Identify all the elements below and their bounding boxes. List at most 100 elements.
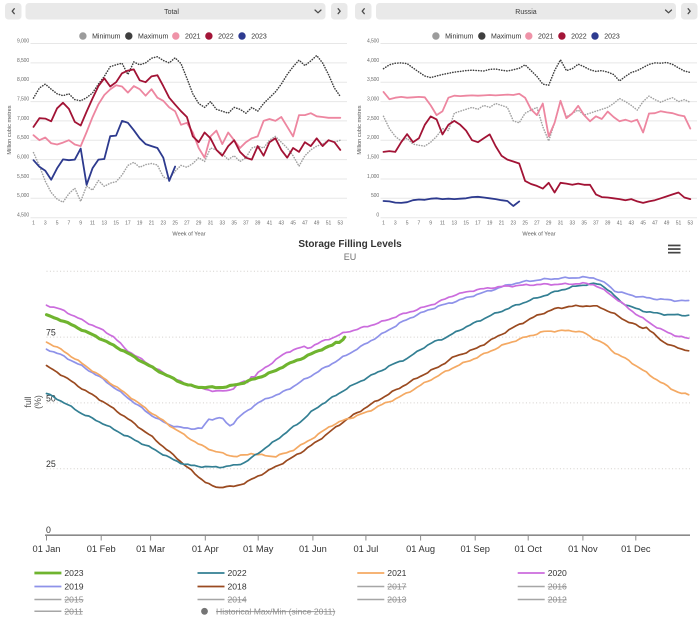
svg-text:1,500: 1,500 xyxy=(367,155,379,161)
svg-text:01 Aug: 01 Aug xyxy=(406,544,435,554)
svg-text:27: 27 xyxy=(534,221,540,227)
svg-text:17: 17 xyxy=(125,221,131,227)
svg-text:7,000: 7,000 xyxy=(17,116,29,122)
svg-text:43: 43 xyxy=(629,221,635,227)
svg-text:33: 33 xyxy=(570,221,576,227)
svg-text:Total: Total xyxy=(164,9,179,16)
svg-text:7: 7 xyxy=(68,221,71,227)
svg-text:2014: 2014 xyxy=(228,595,247,605)
svg-text:41: 41 xyxy=(267,221,273,227)
svg-text:01 Jun: 01 Jun xyxy=(299,544,327,554)
svg-text:29: 29 xyxy=(546,221,552,227)
svg-text:Minimum: Minimum xyxy=(445,34,474,41)
svg-text:8,500: 8,500 xyxy=(17,58,29,64)
svg-text:51: 51 xyxy=(676,221,682,227)
svg-text:29: 29 xyxy=(196,221,202,227)
svg-text:50: 50 xyxy=(46,393,56,403)
svg-text:2,000: 2,000 xyxy=(367,135,379,141)
svg-text:5,000: 5,000 xyxy=(17,193,29,199)
svg-text:3: 3 xyxy=(44,221,47,227)
svg-text:Russia: Russia xyxy=(515,9,537,16)
svg-text:9: 9 xyxy=(79,221,82,227)
svg-text:37: 37 xyxy=(593,221,599,227)
svg-text:2022: 2022 xyxy=(218,34,234,41)
svg-text:01 Nov: 01 Nov xyxy=(568,544,598,554)
svg-text:Maximum: Maximum xyxy=(138,34,169,41)
svg-text:49: 49 xyxy=(664,221,670,227)
svg-text:Million cubic metres: Million cubic metres xyxy=(357,105,363,154)
svg-text:2021: 2021 xyxy=(185,34,201,41)
svg-text:1,000: 1,000 xyxy=(367,174,379,180)
svg-text:Minimum: Minimum xyxy=(92,34,121,41)
svg-text:Week of Year: Week of Year xyxy=(522,232,555,238)
svg-text:25: 25 xyxy=(172,221,178,227)
svg-text:19: 19 xyxy=(487,221,493,227)
svg-text:0: 0 xyxy=(46,525,51,535)
svg-text:2017: 2017 xyxy=(387,582,406,592)
svg-text:3,500: 3,500 xyxy=(367,77,379,83)
svg-text:5: 5 xyxy=(406,221,409,227)
svg-text:7,500: 7,500 xyxy=(17,97,29,103)
svg-text:0: 0 xyxy=(376,213,379,219)
svg-text:15: 15 xyxy=(463,221,469,227)
svg-text:2021: 2021 xyxy=(538,34,554,41)
svg-text:41: 41 xyxy=(617,221,623,227)
svg-text:Million cubic metres: Million cubic metres xyxy=(7,105,13,154)
svg-text:2018: 2018 xyxy=(228,582,247,592)
svg-text:01 Feb: 01 Feb xyxy=(87,544,116,554)
svg-text:2011: 2011 xyxy=(64,606,83,616)
svg-text:Week of Year: Week of Year xyxy=(172,232,205,238)
svg-text:4,500: 4,500 xyxy=(17,213,29,219)
svg-text:01 Jan: 01 Jan xyxy=(33,544,61,554)
svg-text:Storage Filling Levels: Storage Filling Levels xyxy=(298,239,402,250)
svg-text:2,500: 2,500 xyxy=(367,116,379,122)
svg-text:47: 47 xyxy=(652,221,658,227)
svg-text:11: 11 xyxy=(90,221,95,227)
svg-text:01 May: 01 May xyxy=(243,544,274,554)
svg-text:43: 43 xyxy=(279,221,285,227)
svg-text:9: 9 xyxy=(429,221,432,227)
svg-text:13: 13 xyxy=(452,221,458,227)
svg-text:3: 3 xyxy=(394,221,397,227)
svg-text:31: 31 xyxy=(558,221,564,227)
svg-text:01 Dec: 01 Dec xyxy=(621,544,651,554)
svg-text:2023: 2023 xyxy=(251,34,267,41)
svg-text:39: 39 xyxy=(255,221,261,227)
svg-text:17: 17 xyxy=(475,221,481,227)
svg-text:6,000: 6,000 xyxy=(17,155,29,161)
svg-text:01 Jul: 01 Jul xyxy=(353,544,378,554)
svg-text:2023: 2023 xyxy=(64,568,83,578)
svg-text:3,000: 3,000 xyxy=(367,97,379,103)
svg-text:01 Oct: 01 Oct xyxy=(515,544,543,554)
svg-text:EU: EU xyxy=(344,252,357,262)
svg-text:15: 15 xyxy=(113,221,119,227)
svg-text:full: full xyxy=(23,396,33,407)
svg-text:25: 25 xyxy=(46,459,56,469)
svg-text:Maximum: Maximum xyxy=(491,34,522,41)
svg-text:1: 1 xyxy=(32,221,35,227)
svg-text:33: 33 xyxy=(220,221,226,227)
svg-text:25: 25 xyxy=(522,221,528,227)
svg-text:01 Mar: 01 Mar xyxy=(136,544,165,554)
svg-text:45: 45 xyxy=(290,221,296,227)
svg-text:51: 51 xyxy=(326,221,332,227)
svg-text:6,500: 6,500 xyxy=(17,135,29,141)
svg-text:1: 1 xyxy=(382,221,385,227)
svg-text:(%): (%) xyxy=(33,395,43,409)
svg-text:4,000: 4,000 xyxy=(367,58,379,64)
svg-text:4,500: 4,500 xyxy=(367,38,379,44)
svg-text:9,000: 9,000 xyxy=(17,38,29,44)
svg-text:2023: 2023 xyxy=(604,34,620,41)
svg-text:27: 27 xyxy=(184,221,190,227)
svg-text:31: 31 xyxy=(208,221,214,227)
svg-text:500: 500 xyxy=(371,193,379,199)
svg-text:21: 21 xyxy=(149,221,155,227)
svg-text:2015: 2015 xyxy=(64,595,83,605)
svg-text:2022: 2022 xyxy=(228,568,247,578)
svg-text:35: 35 xyxy=(231,221,237,227)
svg-text:01 Apr: 01 Apr xyxy=(192,544,219,554)
svg-text:35: 35 xyxy=(581,221,587,227)
svg-text:23: 23 xyxy=(511,221,517,227)
svg-text:Historical Max/Min (since 2011: Historical Max/Min (since 2011) xyxy=(216,606,335,616)
svg-text:2019: 2019 xyxy=(64,582,83,592)
